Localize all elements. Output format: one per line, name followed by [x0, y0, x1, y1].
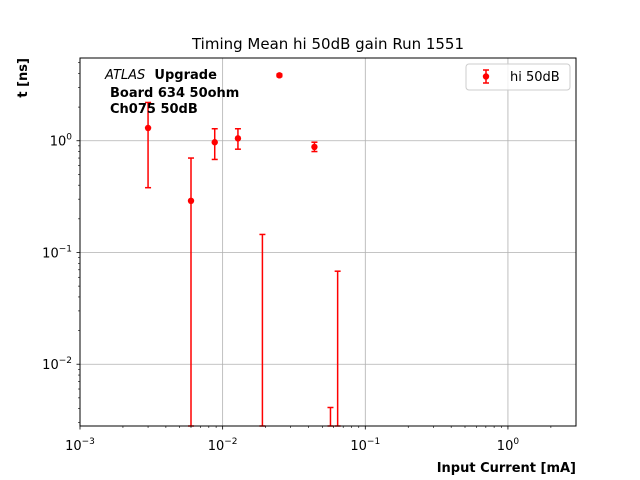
chart-title: Timing Mean hi 50dB gain Run 1551: [191, 35, 464, 53]
y-tick-label: 10−2: [42, 356, 72, 373]
legend: hi 50dB: [465, 63, 571, 91]
y-tick-label: 100: [50, 133, 73, 150]
y-axis: 10−2 10−1 100: [42, 62, 80, 423]
svg-text:ATLAS Upgrade: ATLAS Upgrade: [104, 68, 217, 83]
channel-label: Ch075 50dB: [110, 102, 198, 117]
plot-area-frame: [79, 57, 577, 427]
data-point: [144, 124, 152, 132]
legend-box: [465, 63, 571, 91]
x-tick-label: 100: [497, 437, 520, 454]
data-point: [187, 197, 195, 205]
atlas-annotation: ATLAS Upgrade Board 634 50ohm Ch075 50dB: [104, 68, 239, 117]
upgrade-label: Upgrade: [154, 68, 217, 83]
board-label: Board 634 50ohm: [110, 86, 239, 101]
data-series: [144, 72, 341, 427]
x-tick-label: 10−2: [208, 437, 238, 454]
x-tick-label: 10−3: [65, 437, 95, 454]
y-axis-label: t [ns]: [16, 58, 31, 98]
data-point: [311, 143, 318, 151]
legend-label: hi 50dB: [510, 70, 560, 85]
legend-marker: [482, 73, 490, 80]
atlas-label: ATLAS: [104, 68, 145, 83]
x-tick-label: 10−1: [350, 437, 380, 454]
data-point: [234, 135, 242, 142]
x-axis-label: Input Current [mA]: [437, 461, 576, 476]
y-tick-label: 10−1: [42, 244, 72, 261]
x-axis: 10−3 10−2 10−1 100: [65, 426, 552, 454]
data-point: [211, 139, 218, 146]
data-point: [276, 72, 283, 79]
